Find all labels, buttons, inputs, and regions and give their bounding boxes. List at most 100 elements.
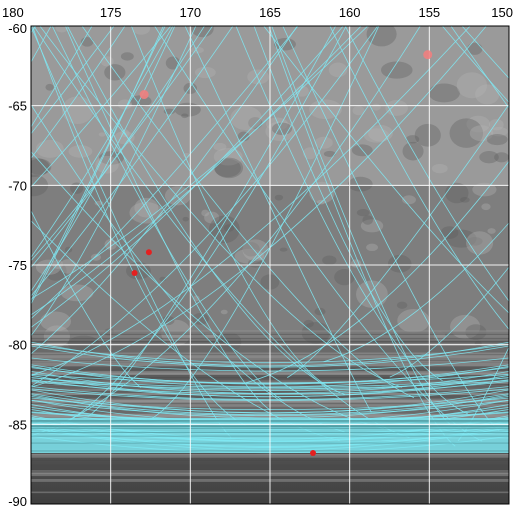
terrain-patch [481, 203, 491, 211]
orbit-track [31, 26, 214, 262]
terrain-patch [440, 226, 459, 239]
orbit-track [31, 209, 142, 388]
site-marker [139, 90, 149, 100]
terrain-patch [360, 219, 384, 233]
terrain-patch [129, 202, 163, 224]
site-marker [131, 269, 138, 276]
y-tick-label: -80 [8, 338, 27, 353]
terrain-patch [70, 182, 84, 194]
terrain-patch [242, 242, 260, 257]
terrain-patch [35, 259, 61, 275]
orbit-track [31, 26, 164, 305]
orbit-track [235, 26, 468, 415]
terrain-patch [104, 328, 115, 336]
x-tick-labels: 180 175 170 165 160 155 150 [2, 5, 513, 20]
terrain-patch [362, 215, 374, 225]
terrain-patch [356, 208, 370, 217]
orbit-track [31, 26, 299, 320]
x-tick-label: 160 [339, 5, 361, 20]
terrain-patch [314, 307, 326, 316]
x-tick-label: 180 [2, 5, 24, 20]
terrain-patch [220, 309, 228, 315]
terrain-patch [309, 99, 342, 120]
terrain-patch [219, 332, 242, 352]
terrain-patch [204, 211, 220, 224]
orbit-track [87, 26, 337, 418]
terrain-patch [126, 262, 151, 280]
orbit-track [389, 266, 509, 378]
terrain-patch [181, 113, 189, 119]
terrain-patch [380, 61, 413, 79]
terrain-patch [40, 311, 72, 332]
x-tick-label: 150 [491, 5, 513, 20]
site-marker [423, 50, 433, 60]
terrain-patch [43, 325, 70, 348]
terrain-patch [487, 228, 496, 234]
orbit-track [31, 26, 115, 135]
orbit-track [31, 26, 176, 292]
orbit-track [31, 26, 197, 337]
terrain-patch [467, 236, 483, 246]
plot-frame [30, 25, 510, 505]
terrain-patch [456, 72, 488, 99]
terrain-patch [488, 119, 504, 131]
orbit-track [152, 26, 380, 419]
terrain-patch [98, 132, 106, 137]
terrain-patch [192, 313, 209, 325]
orbit-track [344, 26, 509, 302]
terrain-patch [348, 176, 373, 192]
terrain-patch [486, 134, 508, 146]
y-tick-label: -60 [8, 21, 27, 36]
terrain-patch [387, 254, 412, 273]
terrain-patch [159, 276, 167, 282]
terrain-patch [190, 46, 204, 54]
orbit-track [31, 26, 369, 300]
terrain-patch [431, 163, 448, 174]
terrain-patch [445, 182, 469, 204]
orbit-track [287, 103, 509, 378]
terrain-patch [104, 64, 126, 81]
orbit-track [31, 26, 344, 328]
terrain-patch [182, 216, 189, 222]
terrain-patch [396, 301, 408, 309]
terrain-patch [132, 26, 151, 35]
orbit-track [31, 26, 362, 316]
terrain-patch [302, 147, 318, 160]
terrain-patch [465, 231, 494, 255]
orbit-track [31, 26, 172, 188]
terrain-patch [322, 255, 337, 266]
terrain-patch [60, 284, 94, 302]
terrain-patch [352, 105, 365, 116]
terrain-patch [472, 182, 497, 197]
terrain-patch [59, 259, 77, 274]
terrain-patch [475, 84, 500, 105]
orbit-track [131, 26, 330, 388]
orbit-track [31, 26, 205, 268]
terrain-patch [428, 83, 460, 103]
terrain-patch [274, 194, 284, 201]
site-markers [131, 50, 433, 457]
terrain-patch [45, 83, 54, 91]
terrain-patch [174, 102, 201, 117]
orbit-track [31, 26, 298, 355]
terrain-patch [479, 151, 499, 164]
terrain-patch [234, 248, 265, 264]
y-tick-label: -70 [8, 178, 27, 193]
terrain-patch [214, 157, 244, 179]
site-marker [310, 450, 317, 457]
terrain-patch [465, 324, 487, 341]
terrain-patch [161, 319, 191, 346]
site-marker [145, 249, 152, 256]
terrain-patch [449, 118, 484, 148]
terrain-patch [301, 321, 331, 344]
y-tick-label: -85 [8, 417, 27, 432]
orbit-track [31, 150, 384, 429]
terrain-patch [450, 314, 481, 339]
terrain-patch [134, 197, 159, 218]
terrain-patch [460, 197, 470, 203]
orbit-track [329, 26, 509, 331]
x-tick-label: 170 [179, 5, 201, 20]
terrain-patch [213, 142, 227, 151]
y-tick-labels: -60 -65 -70 -75 -80 -85 -90 [8, 21, 27, 509]
